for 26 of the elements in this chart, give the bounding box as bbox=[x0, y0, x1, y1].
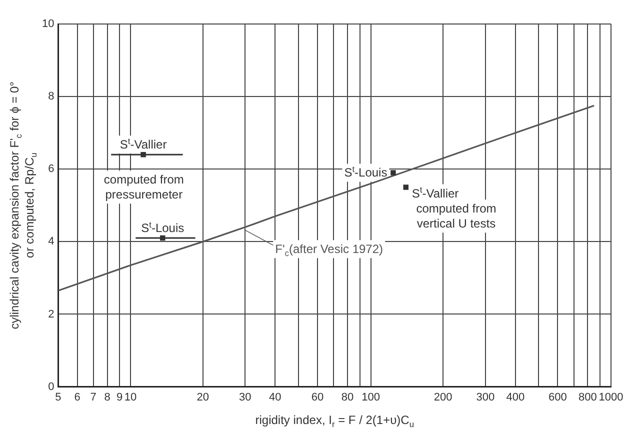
x-tick-label: 800 bbox=[578, 391, 597, 404]
x-tick-label: 40 bbox=[269, 391, 282, 404]
y-tick-label: 2 bbox=[48, 308, 54, 320]
x-tick-label: 5 bbox=[55, 391, 62, 404]
x-tick-label: 200 bbox=[434, 391, 452, 404]
x-tick-label: 400 bbox=[506, 391, 525, 404]
x-tick-label: 6 bbox=[74, 391, 80, 404]
annotation: computed from vertical U tests bbox=[416, 202, 496, 231]
y-tick-label: 6 bbox=[48, 163, 54, 176]
y-tick-label: 8 bbox=[48, 90, 54, 103]
x-tick-label: 300 bbox=[476, 391, 495, 404]
x-tick-label: 10 bbox=[124, 391, 137, 404]
x-tick-label: 9 bbox=[116, 391, 123, 404]
x-tick-label: 60 bbox=[311, 391, 324, 404]
x-tick-label: 20 bbox=[196, 391, 209, 404]
x-tick-label: 1000 bbox=[598, 391, 624, 404]
x-tick-label: 8 bbox=[104, 391, 110, 404]
y-tick-label: 0 bbox=[48, 380, 54, 393]
x-tick-label: 7 bbox=[90, 391, 96, 404]
x-tick-label: 80 bbox=[341, 391, 354, 404]
x-tick-label: 600 bbox=[548, 391, 567, 404]
annotation: computed from pressuremeter bbox=[104, 172, 184, 202]
x-tick-label: 30 bbox=[239, 391, 252, 404]
x-tick-label: 100 bbox=[362, 391, 380, 404]
y-tick-label: 4 bbox=[48, 236, 54, 248]
y-tick-label: 10 bbox=[42, 18, 54, 30]
